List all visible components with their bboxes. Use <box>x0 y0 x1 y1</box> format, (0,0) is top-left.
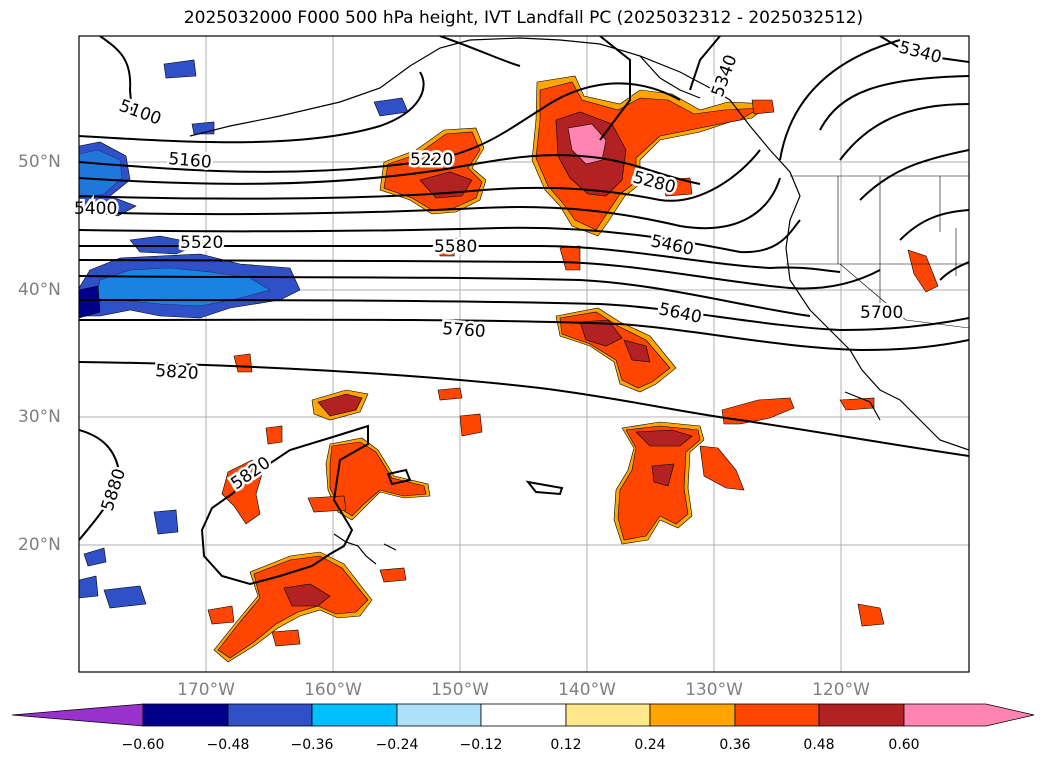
contour-label: 5160 <box>168 149 213 173</box>
colorbar-segment <box>480 703 567 727</box>
colorbar-segment <box>396 703 482 727</box>
ivt-negative-regions <box>79 59 409 609</box>
contour-label: 5100 <box>116 96 163 130</box>
colorbar-tick-label: −0.12 <box>459 737 503 753</box>
contour-label: 5280 <box>631 168 678 199</box>
colorbar-segment <box>649 703 736 727</box>
lon-label: 120°W <box>812 680 870 700</box>
colorbar-tick-label: −0.48 <box>206 737 250 753</box>
colorbar-tick-label: −0.24 <box>375 737 419 753</box>
coastlines <box>189 37 969 565</box>
contour-label: 5760 <box>442 319 487 342</box>
colorbar-segment <box>142 703 229 727</box>
lat-label: 20°N <box>18 535 61 555</box>
contour-label: 5640 <box>657 299 703 328</box>
colorbar-segment <box>227 703 313 727</box>
contour-label: 5340 <box>708 52 742 99</box>
colorbar-tick-label: 0.48 <box>803 737 835 753</box>
lon-label: 160°W <box>304 680 362 700</box>
colorbar-segment <box>734 703 820 727</box>
lon-label: 150°W <box>431 680 489 700</box>
colorbar-tick-label: 0.24 <box>634 737 666 753</box>
contour-label: 5580 <box>434 237 477 257</box>
contour-label: 5880 <box>98 466 130 513</box>
colorbar-segment <box>818 703 905 727</box>
contour-label: 5340 <box>897 38 944 69</box>
colorbar-tick-label: −0.60 <box>121 737 165 753</box>
colorbar-segment <box>565 703 651 727</box>
lat-label: 40°N <box>18 280 61 300</box>
gridlines <box>79 36 969 672</box>
ivt-positive-regions <box>207 75 939 663</box>
map-border <box>78 35 970 673</box>
colorbar-tick-label: 0.60 <box>888 737 920 753</box>
colorbar-tick-label: 0.36 <box>719 737 751 753</box>
colorbar-tick-label: −0.36 <box>290 737 334 753</box>
map-title: 2025032000 F000 500 hPa height, IVT Land… <box>183 8 864 28</box>
contour-label: 5700 <box>860 303 903 323</box>
lon-label: 130°W <box>685 680 743 700</box>
colorbar <box>11 703 1035 727</box>
lon-label: 140°W <box>558 680 616 700</box>
colorbar-tick-label: 0.12 <box>550 737 582 753</box>
contour-label: 5520 <box>180 233 223 253</box>
lat-label: 30°N <box>18 407 61 427</box>
contour-label: 5400 <box>74 199 117 219</box>
contour-label: 5220 <box>410 150 453 170</box>
contour-label: 5820 <box>155 361 200 384</box>
colorbar-extend-high <box>903 703 1035 727</box>
colorbar-segment <box>311 703 398 727</box>
lat-label: 50°N <box>18 152 61 172</box>
colorbar-extend-low <box>11 703 144 727</box>
lon-label: 170°W <box>177 680 235 700</box>
height-contours <box>79 36 969 586</box>
